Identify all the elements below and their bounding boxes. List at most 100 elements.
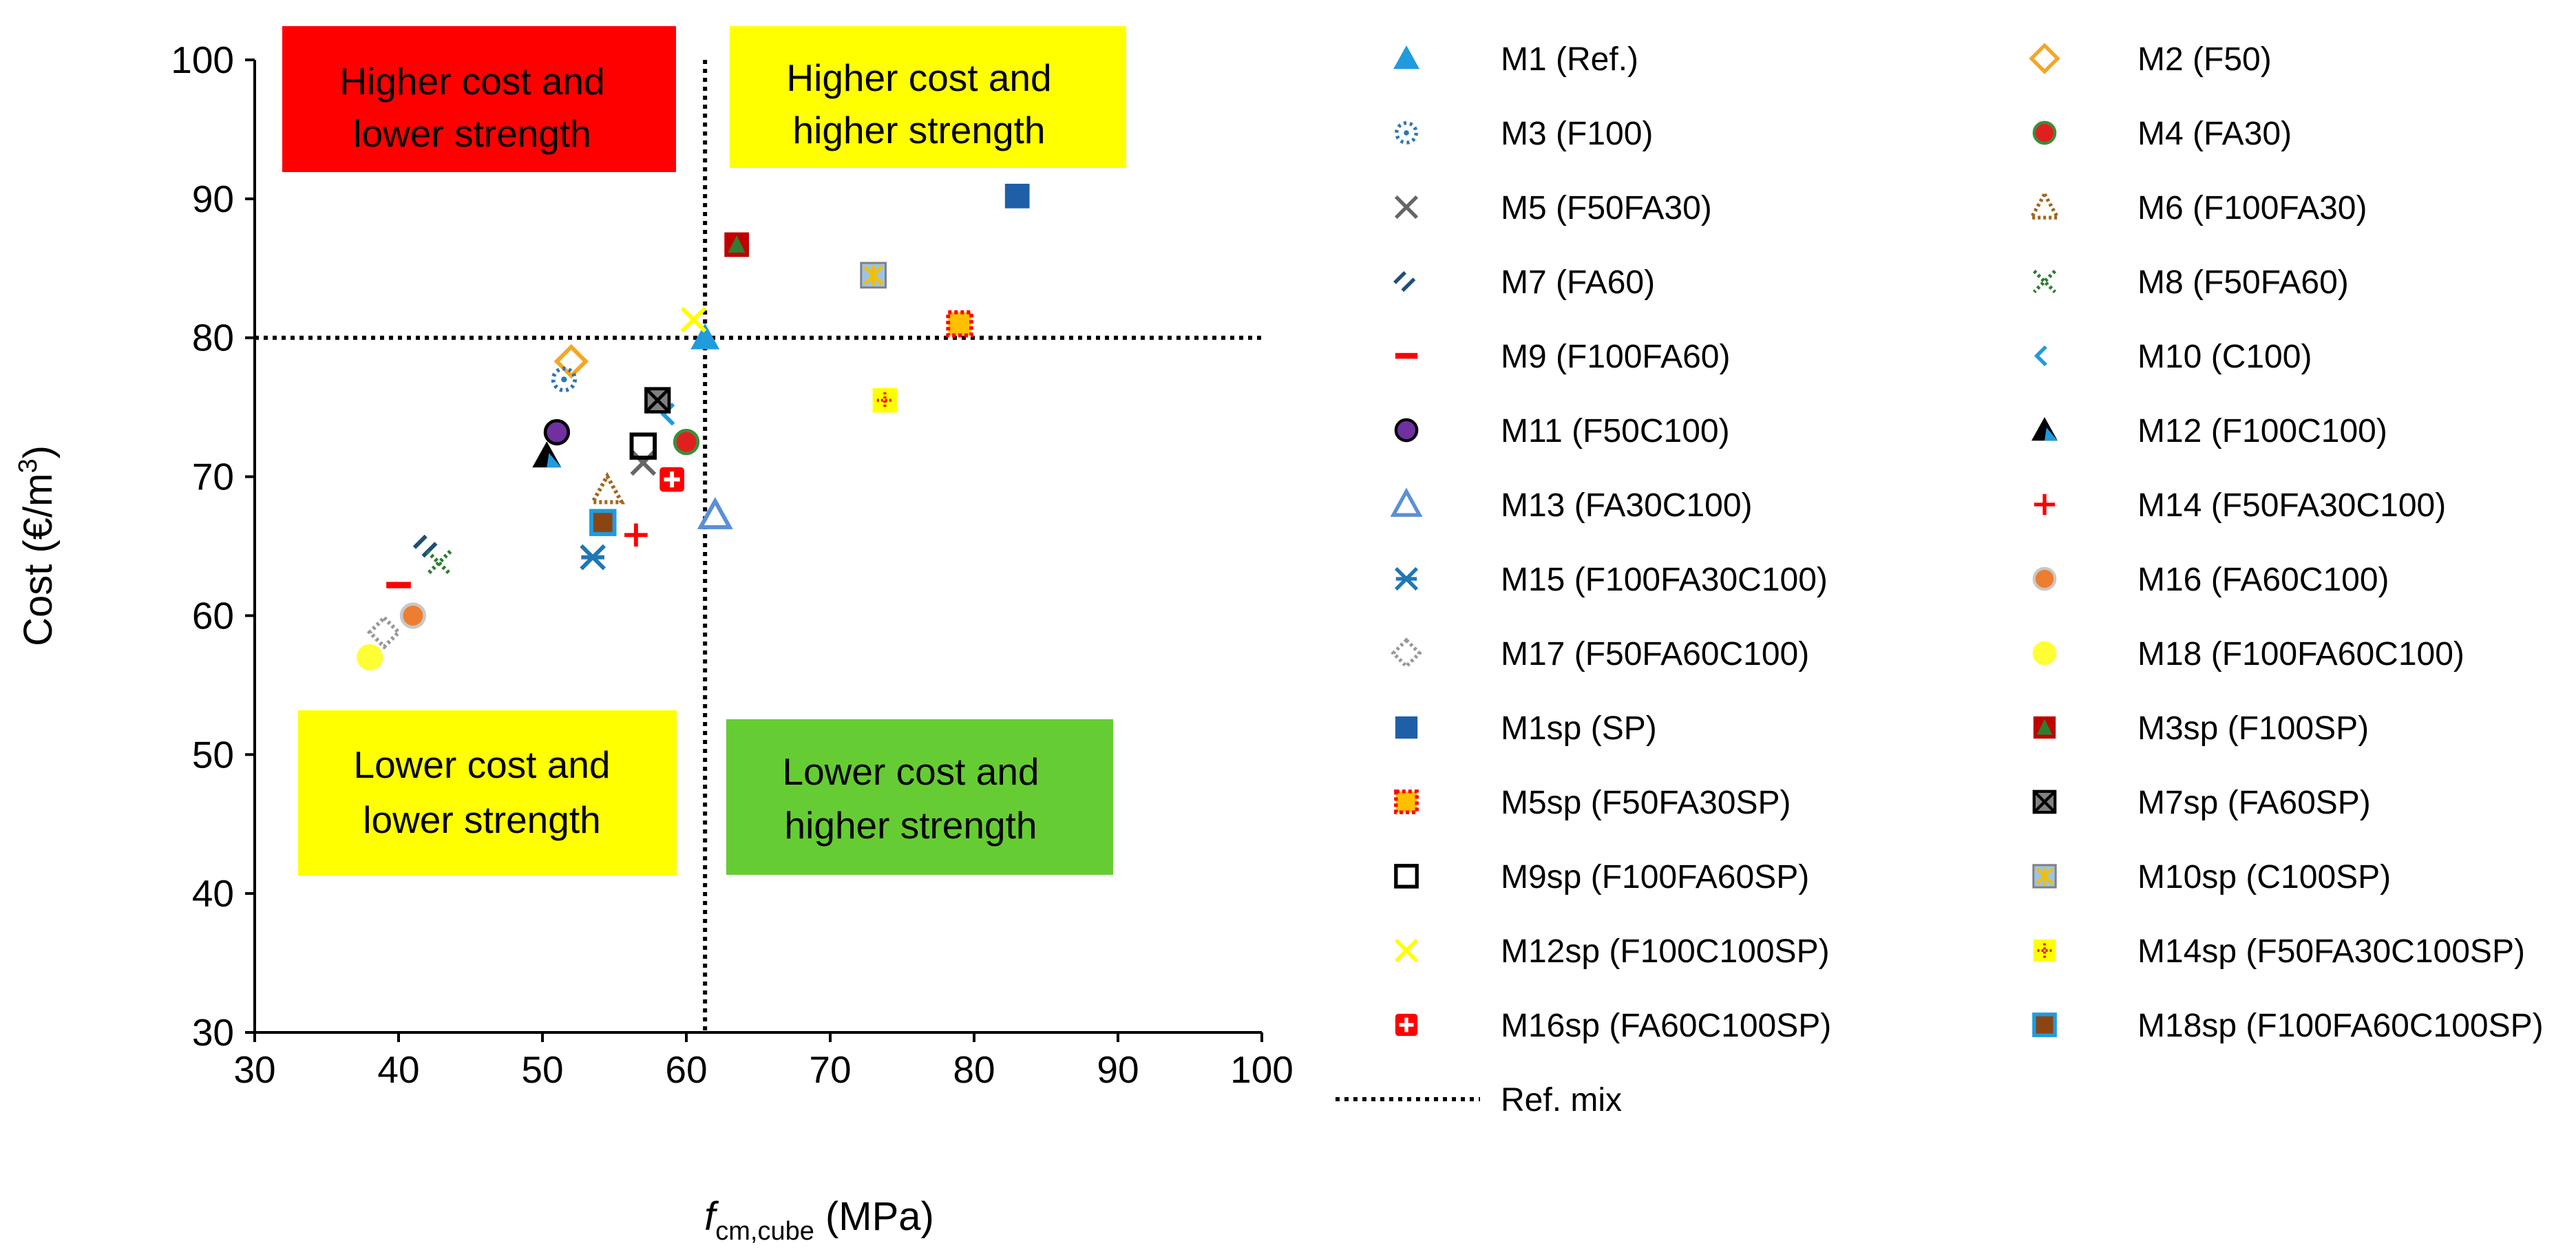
legend-item-m18sp: M18sp (F100FA60C100SP) [2032,1008,2544,1044]
legend-label: M6 (F100FA30) [2137,190,2367,226]
legend-item-m7: M7 (FA60) [1393,264,1655,301]
legend-label: M14 (F50FA30C100) [2137,487,2446,524]
x-axis-title: fcm,cube (MPa) [704,1194,934,1246]
x-tick-label: 40 [377,1048,419,1091]
legend-marker [2032,269,2057,294]
x-axis-title-subscript: cm,cube [715,1217,814,1246]
data-point-m15 [580,544,606,571]
legend-marker [1395,121,1418,145]
data-point-m9sp [629,432,657,460]
data-point-m18 [357,644,383,671]
legend-item-m10: M10 (C100) [2034,339,2312,375]
legend-label: M3sp (F100SP) [2137,710,2369,747]
legend-label: M11 (F50C100) [1501,413,1730,449]
legend-item-ref-mix: Ref. mix [1335,1082,1622,1118]
legend-label: M5sp (F50FA30SP) [1501,785,1791,821]
legend-item-m15: M15 (F100FA30C100) [1394,562,1828,598]
legend-marker [1395,716,1418,739]
y-tick-label: 80 [192,317,234,359]
y-tick-label: 40 [192,872,234,915]
data-point-m6 [589,471,626,505]
quadrant-label-br-line2: higher strength [785,804,1037,847]
legend-label: M5 (F50FA30) [1501,190,1712,226]
legend-item-m3: M3 (F100) [1395,116,1653,152]
legend-label: M1 (Ref.) [1501,41,1638,78]
data-point-m14 [624,523,648,547]
legend-item-m2: M2 (F50) [2029,41,2272,78]
legend-label: M14sp (F50FA30C100SP) [2137,933,2525,970]
quadrant-label-tr-line2: higher strength [793,109,1046,151]
legend-marker [2032,641,2057,666]
legend-item-m4: M4 (FA30) [2032,116,2292,152]
legend-item-m14sp: M14sp (F50FA30C100SP) [2033,933,2525,970]
data-point-m18sp [589,509,617,536]
legend-item-m14: M14 (F50FA30C100) [2034,487,2446,524]
legend-label: M18 (F100FA60C100) [2137,636,2464,672]
quadrant-label-tr-line1: Higher cost and [786,56,1051,99]
legend-marker [2028,190,2061,220]
data-point-m1sp [1004,183,1030,209]
x-tick-label: 50 [521,1048,563,1091]
legend-marker [2034,345,2047,367]
quadrant-label-tl-line1: Higher cost and [339,60,604,103]
legend-marker [1395,1013,1418,1037]
legend-label: M9sp (F100FA60SP) [1501,859,1809,895]
legend-item-m6: M6 (F100FA30) [2028,190,2367,226]
legend-item-m12sp: M12sp (F100C100SP) [1394,933,1830,970]
data-point-m8 [425,549,452,576]
data-point-m12sp [680,306,707,333]
data-point-m5 [630,449,657,476]
y-axis-title-suffix: ) [16,445,61,458]
legend-label: M16sp (FA60C100SP) [1501,1008,1831,1044]
y-tick-label: 60 [192,594,234,637]
y-tick-label: 100 [171,39,234,81]
legend-label: M15 (F100FA30C100) [1501,562,1828,598]
legend-marker [1395,352,1418,359]
legend-item-m11: M11 (F50C100) [1394,413,1730,449]
legend-item-m17: M17 (F50FA60C100) [1391,636,1809,672]
legend-label: M10sp (C100SP) [2137,859,2391,895]
legend-label: M12sp (F100C100SP) [1501,933,1830,970]
legend-item-m10sp: M10sp (C100SP) [2032,859,2391,895]
quadrant-label-bl-line1: Lower cost and [354,743,611,786]
legend-marker [1394,938,1419,963]
legend-marker [1390,487,1423,517]
legend-item-m13: M13 (FA30C100) [1390,487,1753,524]
legend-item-m9sp: M9sp (F100FA60SP) [1394,859,1809,895]
legend-label: M10 (C100) [2137,339,2312,375]
data-point-m12 [532,441,562,468]
legend-item-m12: M12 (F100C100) [2031,413,2387,449]
legend-marker [2033,939,2056,962]
data-point-m14sp [872,388,898,413]
x-tick-label: 80 [953,1048,995,1091]
data-point-m7 [412,534,438,558]
quadrant-box-tl [282,26,676,172]
legend-label: M4 (FA30) [2137,116,2292,152]
legend-item-m1sp: M1sp (SP) [1395,710,1657,747]
data-point-m16sp [659,467,684,492]
legend-label: M7 (FA60) [1501,264,1655,301]
quadrant-labels: Higher cost and lower strength Higher cost… [282,26,1126,876]
legend-marker [2032,864,2057,889]
legend-marker [2032,120,2057,145]
data-point-m11 [543,418,571,446]
data-point-m13 [697,497,733,529]
legend-marker [2031,417,2058,441]
legend-item-m3sp: M3sp (F100SP) [2033,710,2369,747]
axis-ticks: 30 40 50 60 70 80 90 100 30 40 50 60 70 80 90 100 [171,39,1294,1091]
x-tick-label: 100 [1230,1048,1294,1091]
y-tick-label: 90 [192,178,234,220]
legend-marker [1394,566,1419,591]
legend-marker [1394,789,1419,814]
legend-item-m9: M9 (F100FA60) [1395,339,1730,375]
legend-marker [2029,43,2060,74]
legend-marker [2033,716,2056,739]
legend-label: M9 (F100FA60) [1501,339,1730,375]
legend-marker [2032,1012,2057,1037]
legend-item-m5: M5 (F50FA30) [1394,190,1712,226]
legend: M1 (Ref.) M2 (F50) M3 (F100) M4 (FA30) M5 (F… [1335,41,2544,1118]
quadrant-label-bl-line2: lower strength [363,798,600,841]
x-tick-label: 90 [1097,1048,1139,1091]
y-tick-label: 30 [192,1011,234,1054]
legend-label: M1sp (SP) [1501,710,1657,747]
